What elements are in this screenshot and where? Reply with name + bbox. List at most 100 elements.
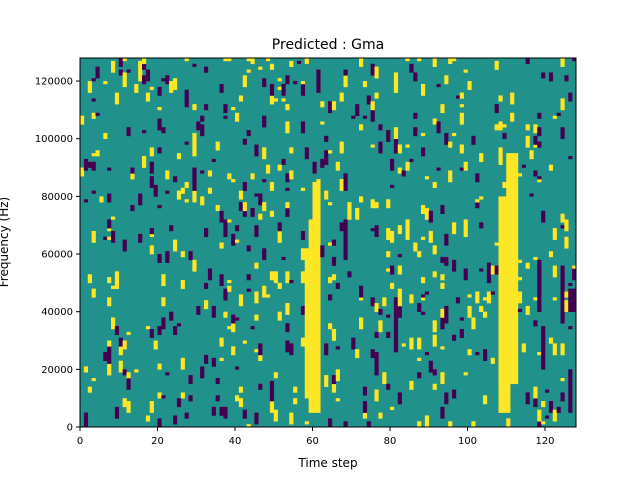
heatmap-cell-low [455, 95, 461, 99]
heatmap-cell-high [483, 395, 488, 405]
heatmap-cell-high [335, 398, 340, 402]
heatmap-cell-low [142, 130, 147, 134]
heatmap-cell-low [444, 256, 449, 266]
heatmap-cell-high [192, 190, 197, 203]
heatmap-cell-high [390, 406, 395, 410]
heatmap-cell-high [502, 124, 507, 128]
heatmap-cell-high [533, 124, 538, 134]
heatmap-cell-low [486, 262, 492, 284]
heatmap-cell-high [87, 274, 92, 284]
heatmap-cell-high [440, 104, 445, 114]
heatmap-cell-high [192, 132, 197, 157]
heatmap-cell-low [568, 282, 573, 287]
heatmap-cell-high [331, 383, 337, 393]
heatmap-cell-high [370, 144, 375, 148]
heatmap-cell-high [204, 300, 209, 310]
heatmap-cell-low [223, 219, 228, 238]
heatmap-cell-low [262, 248, 267, 261]
heatmap-cell-low [250, 326, 255, 330]
heatmap-cell-high [328, 277, 333, 284]
heatmap-cell-high [331, 274, 337, 281]
heatmap-cell-high [510, 92, 515, 105]
heatmap-cell-high [560, 58, 565, 67]
heatmap-cell-low [200, 124, 205, 137]
heatmap-cell-low [572, 268, 577, 281]
heatmap-cell-high [448, 58, 453, 65]
heatmap-cell-high [304, 248, 309, 399]
heatmap-cell-high [517, 173, 523, 177]
heatmap-cell-high [459, 92, 464, 99]
heatmap-cell-low [258, 193, 263, 206]
heatmap-cell-high [552, 115, 557, 119]
heatmap-cell-high [300, 187, 306, 191]
heatmap-cell-high [91, 153, 96, 157]
heatmap-cell-high [184, 199, 189, 203]
heatmap-cell-high [227, 279, 232, 284]
heatmap-cell-high [514, 153, 519, 385]
heatmap-cell-low [436, 83, 441, 88]
heatmap-cell-high [440, 308, 445, 318]
heatmap-cell-high [397, 265, 402, 275]
heatmap-cell-high [467, 294, 472, 298]
heatmap-cell-high [397, 167, 402, 174]
heatmap-cell-high [122, 340, 127, 350]
heatmap-cell-low [440, 256, 445, 263]
heatmap-cell-high [552, 297, 557, 301]
heatmap-cell-low [378, 141, 383, 154]
x-tick-label: 120 [535, 436, 554, 447]
heatmap-cell-low [235, 225, 240, 232]
heatmap-cell-high [262, 202, 267, 212]
heatmap-cell-low [157, 147, 162, 154]
heatmap-cell-high [494, 124, 499, 131]
heatmap-cell-low [413, 127, 418, 137]
heatmap-cell-high [300, 81, 306, 85]
heatmap-cell-low [153, 184, 158, 197]
y-tick-label: 100000 [35, 134, 73, 145]
heatmap-cell-low [300, 121, 306, 134]
heatmap-cell-high [339, 141, 344, 154]
heatmap-cell-low [452, 389, 457, 399]
heatmap-cell-high [343, 75, 348, 88]
heatmap-cell-high [502, 181, 507, 189]
heatmap-cell-high [107, 340, 112, 347]
heatmap-cell-high [564, 300, 569, 312]
heatmap-cell-high [91, 377, 96, 382]
y-tick-label: 120000 [35, 77, 73, 88]
heatmap-cell-high [490, 357, 495, 364]
heatmap-cell-high [548, 164, 554, 171]
heatmap-cell-high [180, 392, 185, 399]
heatmap-cell-high [440, 372, 445, 385]
heatmap-cell-low [235, 366, 240, 370]
heatmap-cell-low [409, 158, 414, 163]
heatmap-cell-low [475, 352, 480, 356]
heatmap-cell-low [223, 406, 228, 419]
heatmap-cell-high [285, 202, 290, 209]
heatmap-cell-high [448, 170, 453, 183]
heatmap-cell-high [386, 251, 391, 258]
heatmap-cell-low [157, 118, 162, 131]
heatmap-cell-low [130, 167, 135, 174]
heatmap-cell-high [409, 294, 414, 304]
heatmap-cell-low [374, 352, 379, 376]
heatmap-cell-high [328, 242, 333, 246]
plot-frame [79, 57, 577, 428]
heatmap-cell-high [401, 343, 406, 347]
heatmap-cell-low [176, 323, 182, 327]
heatmap-cell-low [355, 104, 360, 116]
heatmap-cell-low [502, 132, 507, 140]
heatmap-cell-low [91, 190, 96, 194]
heatmap-cell-low [386, 383, 391, 390]
heatmap-cell-low [560, 265, 565, 324]
heatmap-cell-low [479, 222, 484, 229]
heatmap-cell-high [467, 305, 472, 318]
heatmap-cell-high [258, 354, 263, 361]
heatmap-cell-low [413, 112, 418, 119]
heatmap-cell-low [83, 412, 89, 428]
heatmap-cell-low [386, 331, 391, 338]
heatmap-cell-high [242, 202, 247, 212]
heatmap-cell-high [374, 303, 379, 312]
heatmap-cell-high [111, 317, 116, 330]
heatmap-cell-high [359, 58, 364, 67]
heatmap-cell-high [285, 303, 290, 315]
heatmap-cell-low [157, 86, 162, 96]
